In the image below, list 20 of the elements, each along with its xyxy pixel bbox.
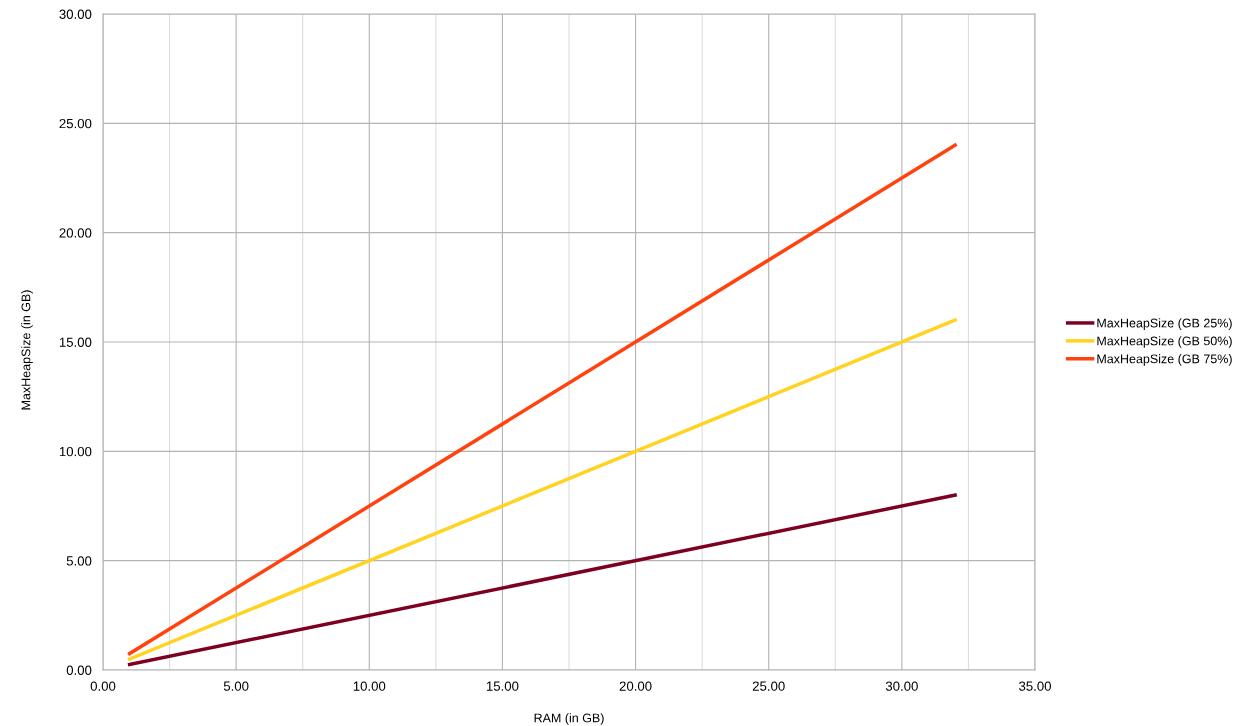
y-tick-label: 30.00 — [59, 9, 92, 19]
x-tick-label: 25.00 — [752, 681, 785, 691]
x-tick-label: 30.00 — [885, 681, 918, 691]
x-tick-label: 20.00 — [619, 681, 652, 691]
x-tick-label: 35.00 — [1019, 681, 1051, 691]
legend-label: MaxHeapSize (GB 25%) — [1097, 318, 1232, 330]
x-tick-label: 10.00 — [353, 681, 386, 691]
y-tick-label: 20.00 — [59, 228, 92, 238]
x-tick-label: 5.00 — [223, 681, 249, 691]
y-tick-label: 10.00 — [59, 446, 92, 457]
x-tick-label: 15.00 — [486, 681, 519, 691]
y-tick-label: 0.00 — [66, 665, 92, 675]
x-axis-title: RAM (in GB) — [534, 713, 604, 725]
y-tick-label: 15.00 — [59, 337, 92, 347]
legend-label: MaxHeapSize (GB 75%) — [1097, 354, 1232, 366]
y-tick-label: 25.00 — [59, 118, 92, 129]
y-tick-label: 5.00 — [66, 556, 92, 566]
y-axis-title: MaxHeapSize (in GB) — [21, 290, 33, 410]
x-tick-label: 0.00 — [90, 681, 116, 691]
legend-label: MaxHeapSize (GB 50%) — [1097, 336, 1232, 348]
